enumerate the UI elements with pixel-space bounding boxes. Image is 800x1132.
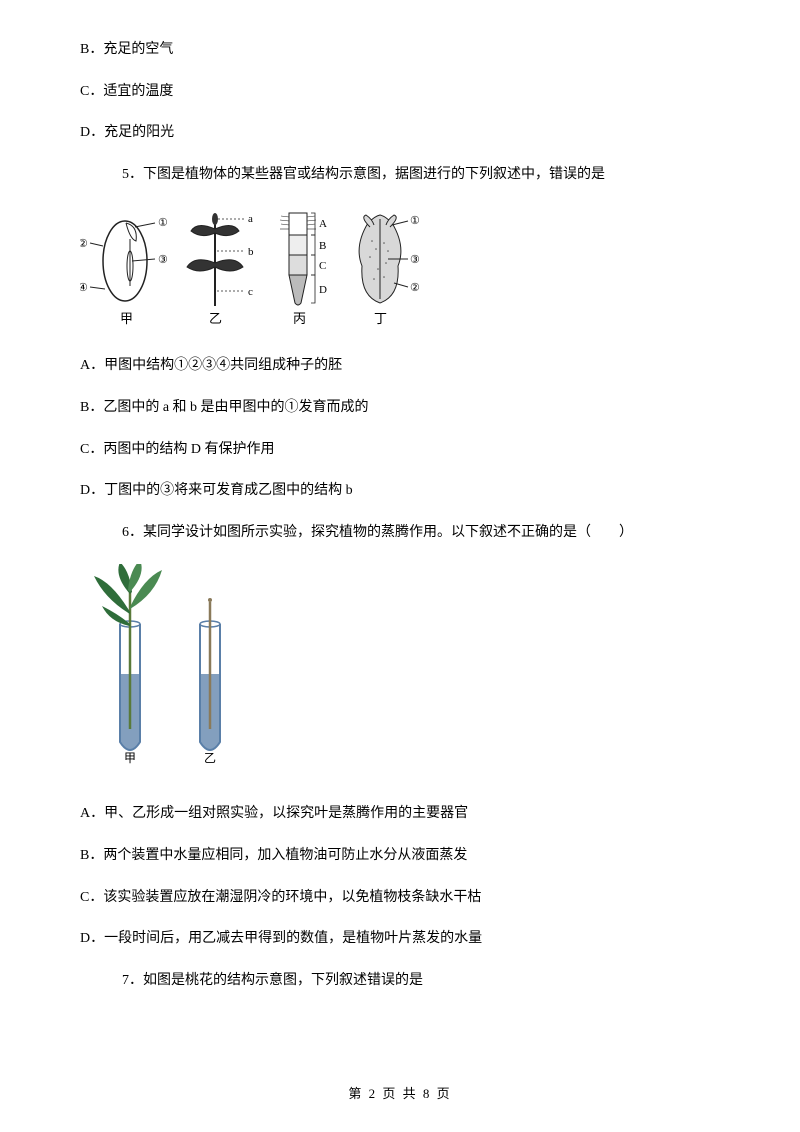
q5-text: ．下图是植物体的某些器官或结构示意图，据图进行的下列叙述中，错误的是	[129, 167, 605, 182]
question-6: 6．某同学设计如图所示实验，探究植物的蒸腾作用。以下叙述不正确的是（ ）	[80, 523, 720, 543]
q6-option-b: B．两个装置中水量应相同，加入植物油可防止水分从液面蒸发	[80, 846, 720, 866]
option-b-q4: B．充足的空气	[80, 40, 720, 60]
q5-option-b: B．乙图中的 a 和 b 是由甲图中的①发育而成的	[80, 398, 720, 418]
q6-label-jia: 甲	[124, 751, 136, 764]
q7-text: ．如图是桃花的结构示意图，下列叙述错误的是	[129, 973, 423, 988]
q5-jia-label-1: ①	[158, 217, 168, 229]
q6-label-yi: 乙	[204, 751, 216, 764]
q5-sub-ding: 丁	[374, 311, 387, 326]
q5-ding-2: ②	[410, 282, 420, 294]
q6-num: 6	[122, 525, 129, 540]
q5-sub-yi: 乙	[209, 311, 222, 326]
q5-bing-B: B	[319, 240, 326, 252]
question-5: 5．下图是植物体的某些器官或结构示意图，据图进行的下列叙述中，错误的是	[80, 165, 720, 185]
q5-yi-a: a	[248, 213, 253, 225]
option-d-q4: D．充足的阳光	[80, 123, 720, 143]
q5-figure: ① ② ③ ④ 甲 a b c	[80, 206, 720, 336]
q5-ding-1: ①	[410, 215, 420, 227]
q6-option-a: A．甲、乙形成一组对照实验，以探究叶是蒸腾作用的主要器官	[80, 804, 720, 824]
q6-text: ．某同学设计如图所示实验，探究植物的蒸腾作用。以下叙述不正确的是（ ）	[129, 525, 633, 540]
q6-figure: 甲 乙	[80, 564, 720, 784]
q5-option-d: D．丁图中的③将来可发育成乙图中的结构 b	[80, 481, 720, 501]
q5-jia-label-2: ②	[80, 238, 88, 250]
q5-option-c: C．丙图中的结构 D 有保护作用	[80, 440, 720, 460]
q7-num: 7	[122, 973, 129, 988]
q5-num: 5	[122, 167, 129, 182]
q5-yi-b: b	[248, 246, 254, 258]
q5-jia-label-3: ③	[158, 254, 168, 266]
q5-sub-bing: 丙	[293, 311, 306, 326]
q5-ding-3: ③	[410, 254, 420, 266]
q6-option-c: C．该实验装置应放在潮湿阴冷的环境中，以免植物枝条缺水干枯	[80, 888, 720, 908]
q5-sub-jia: 甲	[120, 311, 133, 326]
q6-option-d: D．一段时间后，用乙减去甲得到的数值，是植物叶片蒸发的水量	[80, 929, 720, 949]
q5-bing-A: A	[319, 218, 327, 230]
q5-yi-c: c	[248, 286, 253, 298]
option-c-q4: C．适宜的温度	[80, 82, 720, 102]
q5-jia-label-4: ④	[80, 282, 88, 294]
question-7: 7．如图是桃花的结构示意图，下列叙述错误的是	[80, 971, 720, 991]
q5-bing-D: D	[319, 284, 327, 296]
q5-option-a: A．甲图中结构①②③④共同组成种子的胚	[80, 356, 720, 376]
q5-bing-C: C	[319, 260, 326, 272]
page-footer: 第 2 页 共 8 页	[0, 1083, 800, 1102]
